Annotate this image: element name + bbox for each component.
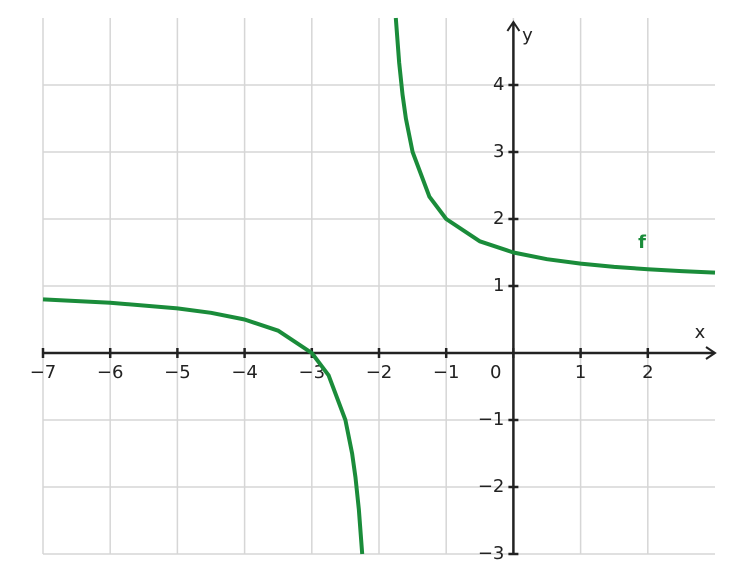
y-tick-label: 3: [493, 141, 504, 162]
y-axis-label: y: [522, 25, 533, 46]
curve: [42, 17, 716, 555]
x-tick-label: −3: [299, 362, 326, 383]
y-axis-arrow: [506, 20, 521, 32]
x-tick-label: 0: [490, 362, 501, 383]
y-tick-label: 2: [493, 208, 504, 229]
x-axis-arrow: [705, 346, 717, 360]
x-tick-label: −4: [231, 362, 258, 383]
x-tick-label: −1: [433, 362, 460, 383]
x-tick-label: −5: [164, 362, 191, 383]
x-tick-label: 1: [575, 362, 586, 383]
y-tick-label: 4: [493, 74, 504, 95]
x-tick-label: −2: [366, 362, 393, 383]
x-axis-label: x: [695, 322, 706, 343]
y-tick-label: −2: [478, 476, 505, 497]
x-tick-label: −6: [97, 362, 124, 383]
curve-label: f: [638, 232, 646, 253]
x-tick-label: 2: [642, 362, 653, 383]
y-tick-label: −1: [478, 409, 505, 430]
y-tick-label: 1: [493, 275, 504, 296]
y-tick-label: −3: [478, 543, 505, 564]
x-tick-label: −7: [30, 362, 57, 383]
